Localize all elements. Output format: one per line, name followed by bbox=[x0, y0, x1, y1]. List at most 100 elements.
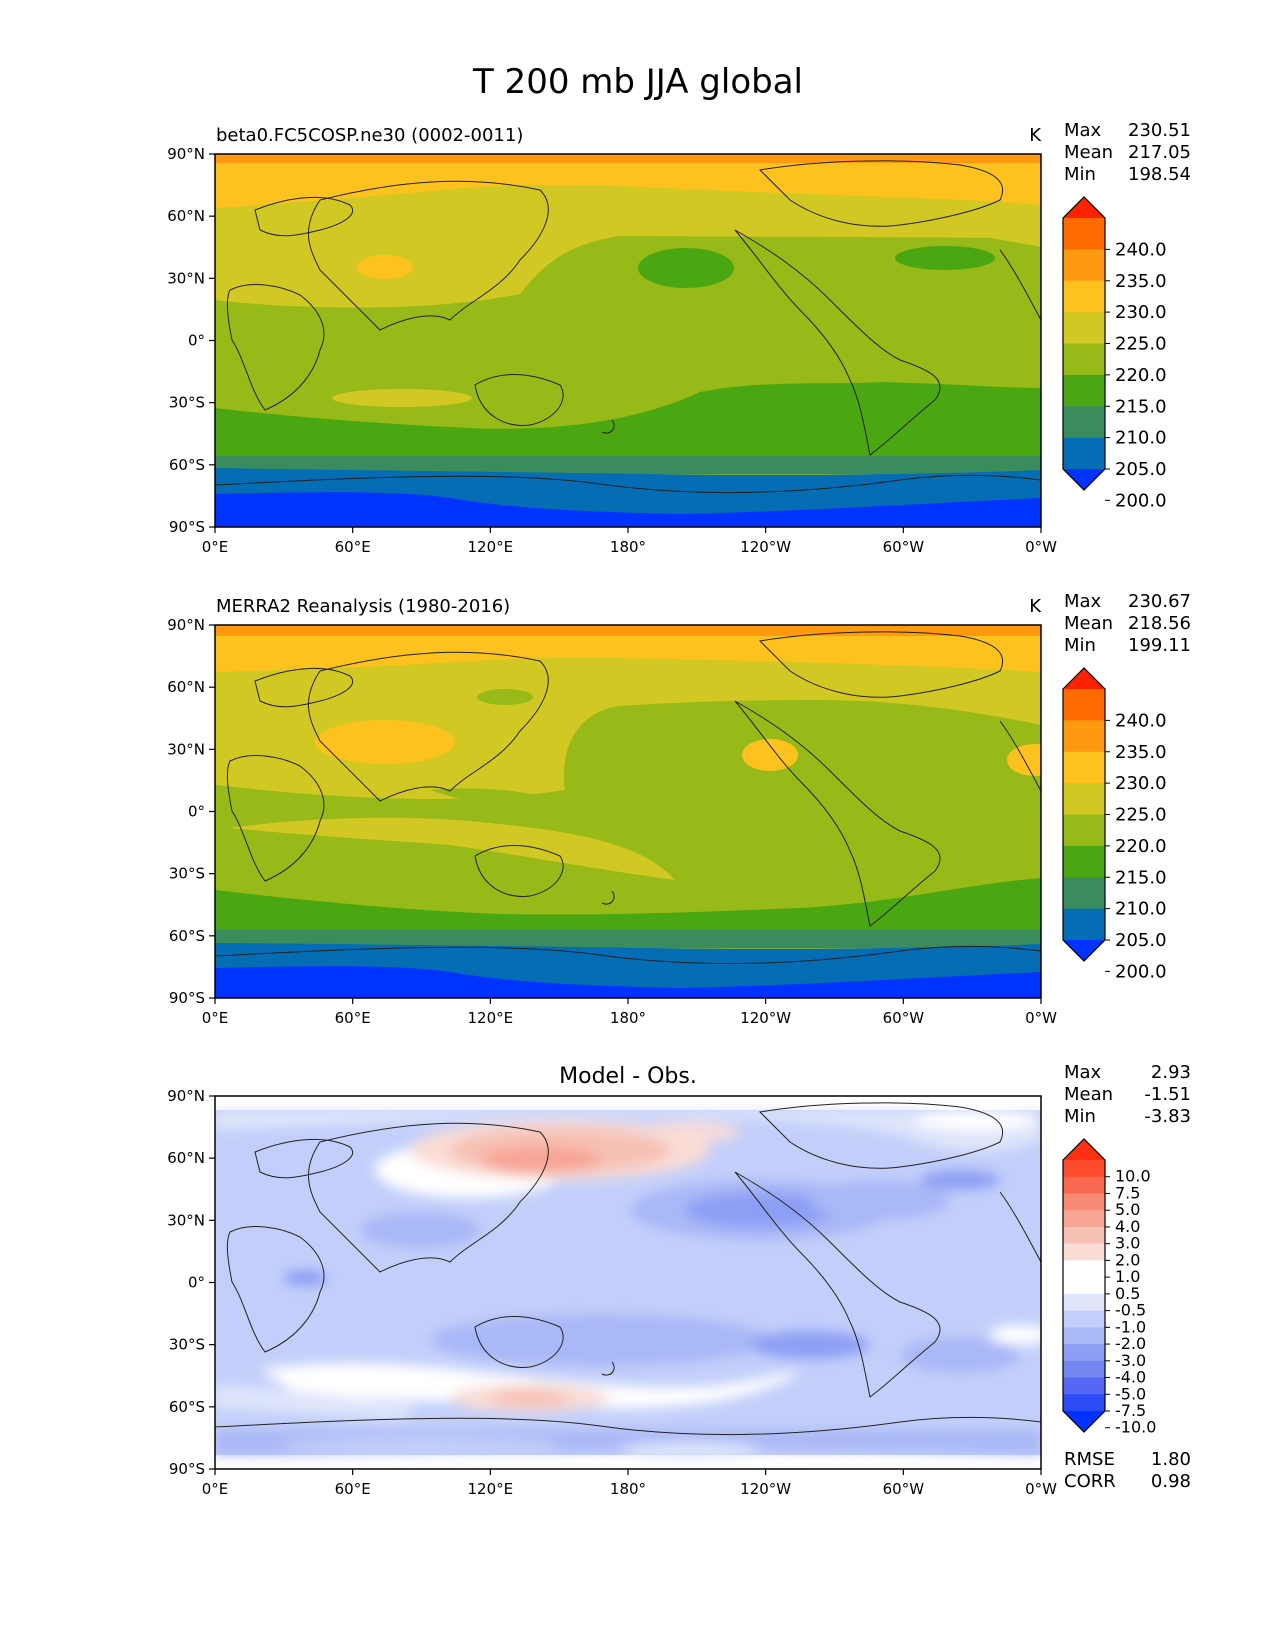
x-tick-label: 180° bbox=[610, 538, 646, 556]
colorbar-segment bbox=[1063, 312, 1105, 344]
colorbar-tick-label: 215.0 bbox=[1115, 396, 1167, 417]
colorbar-extend-bottom bbox=[1063, 469, 1105, 490]
x-tick-label: 120°E bbox=[468, 538, 514, 556]
colorbar-segment bbox=[1063, 343, 1105, 376]
stat-mean-label: Mean bbox=[1064, 1084, 1113, 1105]
colorbar-tick-label: 235.0 bbox=[1115, 742, 1167, 763]
colorbar-segment bbox=[1063, 814, 1105, 847]
colorbar-tick-label: -0.5 bbox=[1115, 1301, 1146, 1320]
y-tick-label: 90°S bbox=[169, 518, 205, 536]
x-tick-label: 120°W bbox=[740, 538, 791, 556]
panel-center-title: Model - Obs. bbox=[559, 1064, 697, 1089]
panel-left-title: beta0.FC5COSP.ne30 (0002-0011) bbox=[216, 125, 523, 146]
stat-max-value: 2.93 bbox=[1151, 1062, 1191, 1083]
colorbar-segment bbox=[1063, 1293, 1105, 1312]
colorbar-tick-label: 2.0 bbox=[1115, 1250, 1140, 1269]
axes: 0°E 60°E 120°E 180° 120°W 60°W 0°W 90°N 60°N 30°N… bbox=[167, 1087, 1057, 1498]
colorbar-segment bbox=[1063, 1193, 1105, 1211]
colorbar-tick-label: -4.0 bbox=[1115, 1368, 1146, 1387]
x-tick-label: 0°W bbox=[1025, 538, 1057, 556]
y-tick-label: 60°N bbox=[167, 678, 205, 696]
colorbar-segment bbox=[1063, 280, 1105, 313]
x-tick-label: 60°E bbox=[335, 538, 371, 556]
colorbar-segment bbox=[1063, 1360, 1105, 1379]
x-tick-label: 60°W bbox=[883, 1009, 925, 1027]
y-tick-label: 60°S bbox=[169, 927, 205, 945]
stat-min-label: Min bbox=[1064, 635, 1096, 656]
colorbar-segment bbox=[1063, 1260, 1105, 1278]
colorbar-extend-top bbox=[1063, 197, 1105, 218]
colorbar-segment bbox=[1063, 1277, 1105, 1295]
stats-block: Max 230.67 Mean 218.56 Min 199.11 bbox=[1064, 591, 1191, 656]
colorbar-tick-label: 240.0 bbox=[1115, 239, 1167, 260]
colorbar-tick-label: 210.0 bbox=[1115, 899, 1167, 920]
stat-rmse-value: 1.80 bbox=[1151, 1449, 1191, 1470]
colorbar-segment bbox=[1063, 437, 1105, 470]
stats-block: Max 2.93 Mean -1.51 Min -3.83 bbox=[1064, 1062, 1191, 1127]
extra-stats-block: RMSE 1.80 CORR 0.98 bbox=[1064, 1449, 1191, 1492]
x-tick-label: 180° bbox=[610, 1009, 646, 1027]
colorbar-segment bbox=[1063, 249, 1105, 282]
stat-max-label: Max bbox=[1064, 120, 1102, 141]
axes: 0°E 60°E 120°E 180° 120°W 60°W 0°W 90°N 60°N 30°N… bbox=[167, 145, 1057, 556]
stat-min-label: Min bbox=[1064, 1106, 1096, 1127]
colorbar-segment bbox=[1063, 1344, 1105, 1362]
colorbar-segment bbox=[1063, 1377, 1105, 1395]
colorbar-segment bbox=[1063, 689, 1105, 721]
y-tick-label: 60°S bbox=[169, 1398, 205, 1416]
y-tick-label: 0° bbox=[188, 803, 205, 821]
y-tick-label: 60°S bbox=[169, 456, 205, 474]
colorbar-segment bbox=[1063, 218, 1105, 250]
stat-min-label: Min bbox=[1064, 164, 1096, 185]
y-tick-label: 90°N bbox=[167, 1087, 205, 1105]
colorbar-tick-label: 3.0 bbox=[1115, 1234, 1140, 1253]
stat-mean-value: -1.51 bbox=[1144, 1084, 1191, 1105]
y-tick-label: 30°N bbox=[167, 740, 205, 758]
stat-min-value: 198.54 bbox=[1128, 164, 1191, 185]
contour-field bbox=[215, 625, 1041, 998]
colorbar-tick-label: 220.0 bbox=[1115, 836, 1167, 857]
panel-difference: Model - Obs. bbox=[167, 1062, 1191, 1498]
colorbar-tick-label: 225.0 bbox=[1115, 805, 1167, 826]
colorbar-tick-label: 200.0 bbox=[1115, 490, 1167, 511]
y-tick-label: 0° bbox=[188, 1274, 205, 1292]
colorbar-tick-label: 5.0 bbox=[1115, 1200, 1140, 1219]
colorbar-tick-label: -10.0 bbox=[1115, 1418, 1156, 1437]
x-tick-label: 60°E bbox=[335, 1009, 371, 1027]
stat-corr-value: 0.98 bbox=[1151, 1471, 1191, 1492]
stat-mean-value: 217.05 bbox=[1128, 142, 1191, 163]
x-tick-label: 120°E bbox=[468, 1009, 514, 1027]
colorbar-segment bbox=[1063, 406, 1105, 439]
x-tick-label: 60°W bbox=[883, 1480, 925, 1498]
stat-max-value: 230.51 bbox=[1128, 120, 1191, 141]
panel-units: K bbox=[1029, 125, 1042, 146]
colorbar-tick-label: -2.0 bbox=[1115, 1334, 1146, 1353]
y-tick-label: 90°S bbox=[169, 989, 205, 1007]
y-tick-label: 30°S bbox=[169, 394, 205, 412]
colorbar-tick-label: 4.0 bbox=[1115, 1217, 1140, 1236]
colorbar-tick-label: 205.0 bbox=[1115, 930, 1167, 951]
colorbar-tick-label: 1.0 bbox=[1115, 1267, 1140, 1286]
colorbar-segment bbox=[1063, 751, 1105, 784]
stat-min-value: -3.83 bbox=[1144, 1106, 1191, 1127]
colorbar: 10.07.55.04.03.02.01.00.5-0.5-1.0-2.0-3.… bbox=[1062, 1138, 1156, 1437]
colorbar: 240.0 235.0 230.0 225.0 220.0 215.0 210.0 205.0… bbox=[1062, 196, 1167, 511]
coastlines bbox=[215, 1102, 1041, 1436]
panel-test: beta0.FC5COSP.ne30 (0002-0011) K bbox=[167, 120, 1191, 556]
contour-field bbox=[215, 154, 1041, 527]
colorbar-tick-label: 230.0 bbox=[1115, 302, 1167, 323]
stat-mean-label: Mean bbox=[1064, 142, 1113, 163]
stat-mean-label: Mean bbox=[1064, 613, 1113, 634]
colorbar-tick-label: -3.0 bbox=[1115, 1351, 1146, 1370]
colorbar-tick-label: 0.5 bbox=[1115, 1284, 1140, 1303]
axes: 0°E 60°E 120°E 180° 120°W 60°W 0°W 90°N 60°N 30°N… bbox=[167, 616, 1057, 1027]
colorbar-segment bbox=[1063, 1176, 1105, 1194]
stats-block: Max 230.51 Mean 217.05 Min 198.54 bbox=[1064, 120, 1191, 185]
colorbar-extend-top bbox=[1063, 1139, 1105, 1160]
colorbar-extend-bottom bbox=[1063, 1411, 1105, 1432]
stat-max-label: Max bbox=[1064, 591, 1102, 612]
x-tick-label: 0°W bbox=[1025, 1480, 1057, 1498]
colorbar-segment bbox=[1063, 1243, 1105, 1261]
stat-min-value: 199.11 bbox=[1128, 635, 1191, 656]
x-tick-label: 0°E bbox=[202, 1009, 229, 1027]
